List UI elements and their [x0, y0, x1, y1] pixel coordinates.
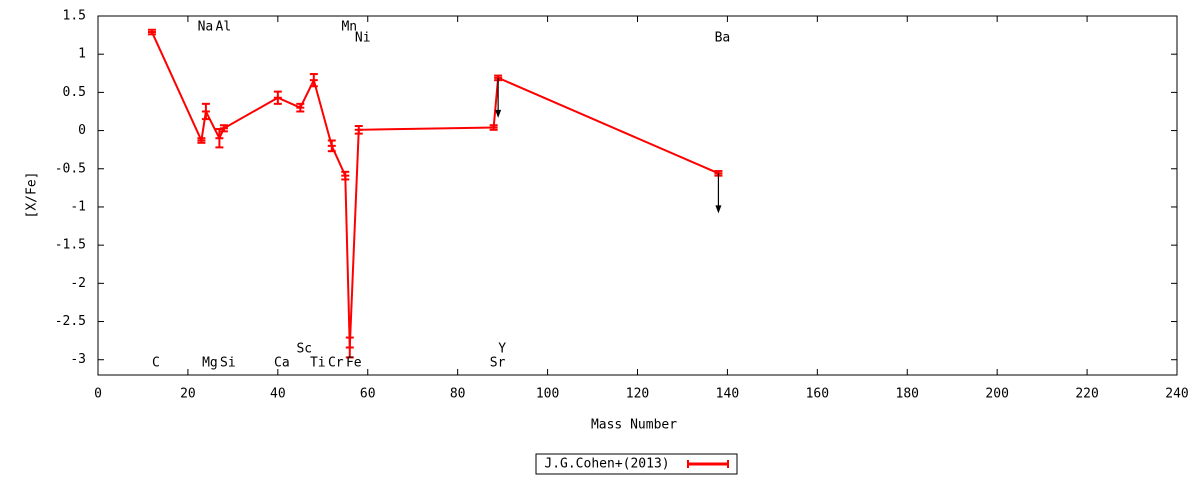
x-tick-label: 180: [896, 387, 919, 402]
x-tick-label: 200: [985, 387, 1008, 402]
data-line: [151, 31, 719, 348]
y-tick-label: 0: [78, 123, 86, 138]
x-axis-label: Mass Number: [591, 418, 677, 433]
x-tick-label: 140: [716, 387, 739, 402]
element-label: Na: [198, 20, 214, 35]
y-tick-label: -0.5: [55, 161, 86, 176]
x-tick-label: 0: [94, 387, 102, 402]
element-label: Cr: [328, 356, 344, 371]
element-label: Mg: [202, 356, 218, 371]
y-tick-label: 1.5: [63, 9, 86, 24]
y-tick-label: 0.5: [63, 85, 86, 100]
x-tick-label: 100: [536, 387, 559, 402]
element-label: C: [152, 356, 160, 371]
element-label: Sc: [296, 342, 312, 357]
element-label: Fe: [346, 356, 362, 371]
x-tick-label: 40: [270, 387, 286, 402]
x-tick-label: 240: [1165, 387, 1188, 402]
x-tick-label: 60: [360, 387, 376, 402]
y-tick-label: -1.5: [55, 238, 86, 253]
y-tick-label: -3: [70, 352, 86, 367]
x-tick-label: 120: [626, 387, 649, 402]
x-tick-label: 160: [806, 387, 829, 402]
y-axis-label: [X/Fe]: [25, 172, 40, 219]
upper-limit-arrowhead: [715, 205, 722, 214]
y-tick-label: -2: [70, 276, 86, 291]
element-label: Sr: [490, 356, 506, 371]
element-label: Ti: [310, 356, 326, 371]
element-label: Mn: [341, 20, 357, 35]
x-tick-label: 220: [1075, 387, 1098, 402]
legend-box: [535, 453, 738, 475]
plot-frame: [97, 15, 1178, 376]
y-tick-label: 1: [78, 47, 86, 62]
element-label: Ca: [274, 356, 290, 371]
upper-limit-arrowhead: [495, 109, 502, 118]
element-label: Ni: [355, 31, 371, 46]
y-tick-label: -1: [70, 199, 86, 214]
element-label: Si: [220, 356, 236, 371]
x-tick-label: 80: [450, 387, 466, 402]
element-label: Al: [216, 20, 232, 35]
x-tick-label: 20: [180, 387, 196, 402]
element-label: Ba: [715, 31, 731, 46]
legend-label: J.G.Cohen+(2013): [544, 457, 669, 472]
y-tick-label: -2.5: [55, 314, 86, 329]
element-label: Y: [498, 342, 506, 357]
